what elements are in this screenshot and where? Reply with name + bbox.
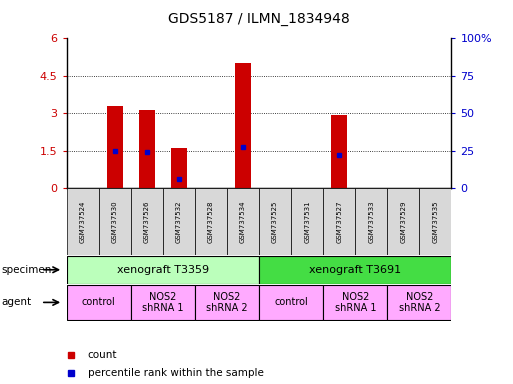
Bar — [195, 285, 259, 320]
Bar — [139, 109, 155, 188]
Text: control: control — [274, 297, 308, 308]
Bar — [67, 256, 259, 283]
Bar — [227, 188, 259, 255]
Text: NOS2
shRNA 2: NOS2 shRNA 2 — [399, 291, 440, 313]
Bar — [355, 188, 387, 255]
Text: GSM737525: GSM737525 — [272, 200, 278, 243]
Bar — [107, 106, 123, 188]
Bar — [387, 188, 420, 255]
Bar — [323, 188, 355, 255]
Text: GSM737531: GSM737531 — [304, 200, 310, 243]
Text: NOS2
shRNA 1: NOS2 shRNA 1 — [334, 291, 376, 313]
Text: NOS2
shRNA 2: NOS2 shRNA 2 — [206, 291, 248, 313]
Bar — [259, 188, 291, 255]
Text: specimen: specimen — [1, 265, 51, 275]
Text: GSM737534: GSM737534 — [240, 200, 246, 243]
Text: NOS2
shRNA 1: NOS2 shRNA 1 — [142, 291, 184, 313]
Bar — [171, 148, 187, 188]
Text: GSM737533: GSM737533 — [368, 200, 374, 243]
Bar — [259, 285, 323, 320]
Text: xenograft T3359: xenograft T3359 — [117, 265, 209, 275]
Text: GSM737528: GSM737528 — [208, 200, 214, 243]
Text: GSM737530: GSM737530 — [112, 200, 118, 243]
Bar — [387, 285, 451, 320]
Bar — [420, 188, 451, 255]
Bar — [131, 188, 163, 255]
Text: GSM737529: GSM737529 — [400, 200, 406, 243]
Bar — [195, 188, 227, 255]
Bar — [163, 188, 195, 255]
Text: GSM737526: GSM737526 — [144, 200, 150, 243]
Text: control: control — [82, 297, 115, 308]
Text: GSM737532: GSM737532 — [176, 200, 182, 243]
Text: GSM737527: GSM737527 — [336, 200, 342, 243]
Text: GSM737524: GSM737524 — [80, 200, 86, 243]
Bar — [67, 285, 131, 320]
Bar — [291, 188, 323, 255]
Bar — [235, 63, 251, 188]
Bar — [259, 256, 451, 283]
Text: GSM737535: GSM737535 — [432, 200, 439, 243]
Text: count: count — [88, 350, 117, 360]
Bar — [323, 285, 387, 320]
Bar — [67, 188, 98, 255]
Text: GDS5187 / ILMN_1834948: GDS5187 / ILMN_1834948 — [168, 12, 350, 25]
Bar — [331, 114, 347, 188]
Bar — [131, 285, 195, 320]
Text: agent: agent — [1, 297, 31, 308]
Text: percentile rank within the sample: percentile rank within the sample — [88, 368, 264, 378]
Text: xenograft T3691: xenograft T3691 — [309, 265, 401, 275]
Bar — [98, 188, 131, 255]
